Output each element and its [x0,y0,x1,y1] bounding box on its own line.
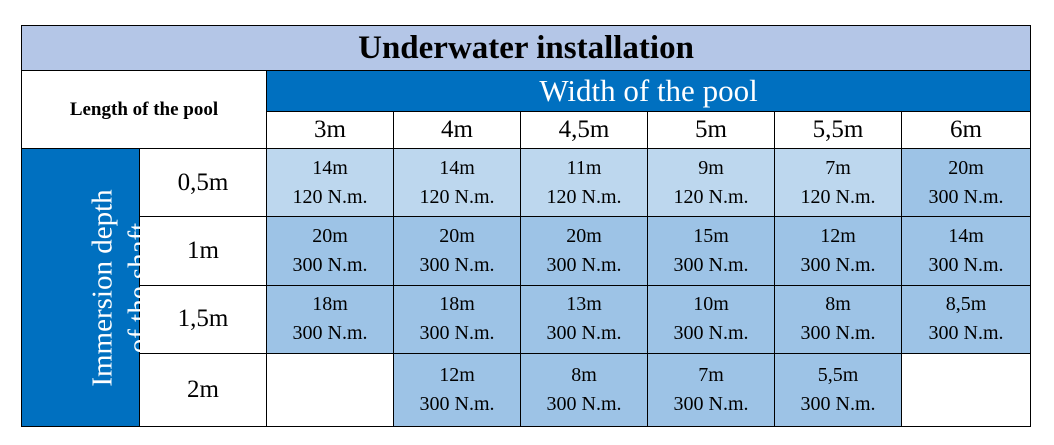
cell-length: 13m [566,293,602,316]
cell-length: 20m [439,225,475,248]
table-cell: 20m 300 N.m. [266,216,394,286]
table-row: 1m 20m 300 N.m. 20m 300 N.m. 20m 300 N.m. 15m 30… [22,216,1032,286]
cell-torque: 300 N.m. [673,392,749,415]
depth-label-line1: Immersion depth [86,188,119,387]
table-row: 1,5m 18m 300 N.m. 18m 300 N.m. 13m 300 N.m. 10m… [22,284,1032,354]
cell-torque: 300 N.m. [292,254,368,277]
table-cell: 11m 120 N.m. [520,148,648,218]
cell-length: 14m [948,225,984,248]
width-col-header: 5,5m [774,111,902,150]
table-cell: 14m 120 N.m. [266,148,394,218]
cell-length: 8,5m [945,293,987,316]
cell-torque: 300 N.m. [928,254,1004,277]
cell-torque: 300 N.m. [928,322,1004,345]
width-col-header: 5m [647,111,775,150]
cell-torque: 300 N.m. [673,254,749,277]
table-cell: 14m 120 N.m. [393,148,521,218]
cell-torque: 300 N.m. [800,322,876,345]
title-row: Underwater installation [20,24,1032,72]
cell-torque: 120 N.m. [292,185,368,208]
table-row: 2m 12m 300 N.m. 8m 300 N.m. 7m 300 N.m. 5,5m 300… [22,352,1032,428]
cell-length: 9m [698,156,724,179]
cell-length: 8m [571,363,597,386]
depth-header: Immersion depth of the shaft [21,148,155,427]
table-cell: 13m 300 N.m. [520,284,648,354]
cell-torque: 300 N.m. [419,322,495,345]
table-cell: 15m 300 N.m. [647,216,775,286]
cell-length: 7m [825,156,851,179]
cell-length: 20m [948,156,984,179]
table-cell [266,352,394,428]
cell-length: 14m [312,156,348,179]
depth-row-header: 2m [139,352,267,428]
cell-length: 10m [693,293,729,316]
table-cell: 12m 300 N.m. [393,352,521,428]
cell-torque: 300 N.m. [673,322,749,345]
depth-row-header: 1m [139,216,267,286]
table-cell: 18m 300 N.m. [393,284,521,354]
width-col-header: 4m [393,111,521,150]
table-cell: 12m 300 N.m. [774,216,902,286]
table-cell: 18m 300 N.m. [266,284,394,354]
cell-torque: 120 N.m. [800,185,876,208]
table-cell: 8m 300 N.m. [774,284,902,354]
width-col-header: 4,5m [520,111,648,150]
table-cell: 20m 300 N.m. [393,216,521,286]
table-cell: 7m 300 N.m. [647,352,775,428]
width-header: Width of the pool [265,70,1032,113]
table-cell: 20m 300 N.m. [900,148,1032,218]
cell-length: 5,5m [817,363,859,386]
cell-torque: 300 N.m. [292,322,368,345]
cell-torque: 120 N.m. [546,185,622,208]
cell-length: 20m [566,225,602,248]
width-col-header: 3m [266,111,394,150]
cell-torque: 300 N.m. [419,254,495,277]
cell-length: 20m [312,225,348,248]
cell-torque: 300 N.m. [419,392,495,415]
cell-length: 14m [439,156,475,179]
cell-torque: 120 N.m. [673,185,749,208]
width-values-row: 3m 4m 4,5m 5m 5,5m 6m [22,111,1032,150]
cell-length: 11m [566,156,602,179]
depth-row-header: 1,5m [139,284,267,354]
depth-row-header: 0,5m [139,148,267,218]
table-cell [900,352,1032,428]
cell-torque: 300 N.m. [546,254,622,277]
cell-length: 18m [439,293,475,316]
cell-torque: 300 N.m. [546,322,622,345]
width-header-row: Length of the pool Width of the pool [21,70,1032,150]
cell-torque: 300 N.m. [546,392,622,415]
table-cell: 8,5m 300 N.m. [900,284,1032,354]
cell-length: 15m [693,225,729,248]
table-cell: 14m 300 N.m. [900,216,1032,286]
width-col-header: 6m [900,111,1032,150]
table-cell: 9m 120 N.m. [647,148,775,218]
installation-table: Underwater installation Length of the po… [20,24,1032,428]
cell-torque: 300 N.m. [800,392,876,415]
depth-label-line2: of the shaft [122,222,155,353]
table-cell: 8m 300 N.m. [520,352,648,428]
cell-length: 12m [820,225,856,248]
length-header: Length of the pool [21,70,267,150]
cell-length: 12m [439,363,475,386]
cell-torque: 300 N.m. [928,185,1004,208]
cell-torque: 300 N.m. [800,254,876,277]
cell-length: 7m [698,363,724,386]
cell-length: 18m [312,293,348,316]
table-cell: 7m 120 N.m. [774,148,902,218]
table-title: Underwater installation [20,24,1032,72]
table-row: Immersion depth of the shaft 0,5m 14m 120 N.… [21,148,1032,427]
cell-torque: 120 N.m. [419,185,495,208]
table-cell: 10m 300 N.m. [647,284,775,354]
cell-length: 8m [825,293,851,316]
table-cell: 20m 300 N.m. [520,216,648,286]
table-cell: 5,5m 300 N.m. [774,352,902,428]
